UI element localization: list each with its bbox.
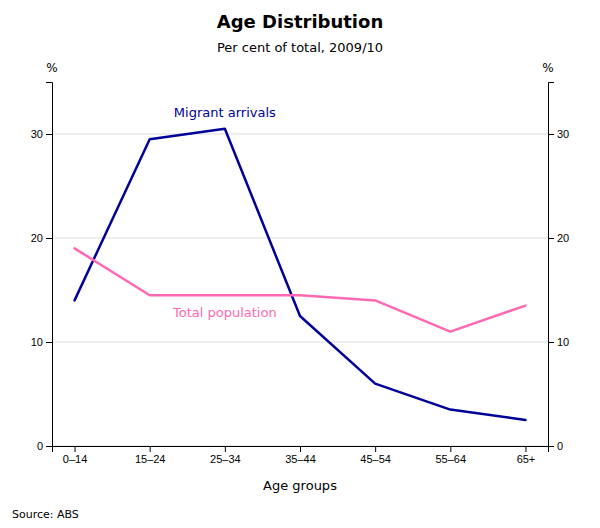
tick-mark [375,446,376,452]
tick-mark [548,238,554,239]
series-label: Total population [172,305,277,320]
tick: 0–14 [63,446,87,465]
line [75,129,526,420]
y-axis: 0 10 20 30 [31,83,53,453]
tick-mark [548,134,554,135]
tick-label: 15–24 [135,453,166,465]
tick-label: 30 [31,128,43,140]
y2-axis: 0 10 20 30 [548,83,569,453]
tick-label: 45–54 [360,453,391,465]
title: Age Distribution [217,11,383,32]
tick-label: 20 [557,232,569,244]
tick-label: 65+ [517,453,536,465]
tick: 45–54 [360,446,391,465]
tick: 15–24 [135,446,166,465]
tick: 10 [31,336,52,348]
tick: 20 [31,232,52,244]
tick-label: 55–64 [436,453,467,465]
tick-label: 35–44 [285,453,316,465]
grid-line [52,134,548,135]
tick-label: 20 [31,232,43,244]
grid-line [52,342,548,343]
tick-label: 10 [557,336,569,348]
tick: 0 [548,440,563,452]
tick-label: 25–34 [210,453,241,465]
tick-mark [46,134,52,135]
source: Source: ABS [12,508,79,521]
tick-mark [300,446,301,452]
lines [75,129,526,420]
grid [52,134,548,446]
tick-mark [46,238,52,239]
y-axis-label: % [46,61,57,75]
plot: 0 10 20 30 0 10 20 30 0–14 15–24 25–34 35–44 45–54 55… [31,83,570,465]
x-axis-label: Age groups [263,478,337,493]
y2-axis-label: % [542,61,553,75]
tick-label: 0 [557,440,563,452]
tick-label: 0–14 [63,453,87,465]
tick: 20 [548,232,569,244]
axis-line [549,83,555,447]
tick-label: 10 [31,336,43,348]
axis-line [46,83,53,447]
tick: 25–34 [210,446,241,465]
tick: 35–44 [285,446,316,465]
line [75,248,526,331]
grid-line [52,238,548,239]
tick: 65+ [517,446,536,465]
tick-mark [75,446,76,452]
tick: 30 [548,128,569,140]
tick-label: 0 [37,440,43,452]
tick: 10 [548,336,569,348]
tick-mark [225,446,226,452]
x-axis: 0–14 15–24 25–34 35–44 45–54 55–64 65+ [53,446,549,465]
chart-svg: 0 10 20 30 0 10 20 30 0–14 15–24 25–34 35–44 45–54 55… [0,0,600,528]
tick-mark [46,342,52,343]
series-label: Migrant arrivals [174,105,276,120]
tick-mark [46,446,52,447]
axis-line [53,447,549,453]
tick-label: 30 [557,128,569,140]
subtitle: Per cent of total, 2009/10 [217,40,383,55]
tick: 30 [31,128,52,140]
tick: 55–64 [436,446,467,465]
tick: 0 [37,440,52,452]
tick-mark [150,446,151,452]
tick-mark [525,446,526,452]
tick-mark [548,342,554,343]
tick-mark [450,446,451,452]
